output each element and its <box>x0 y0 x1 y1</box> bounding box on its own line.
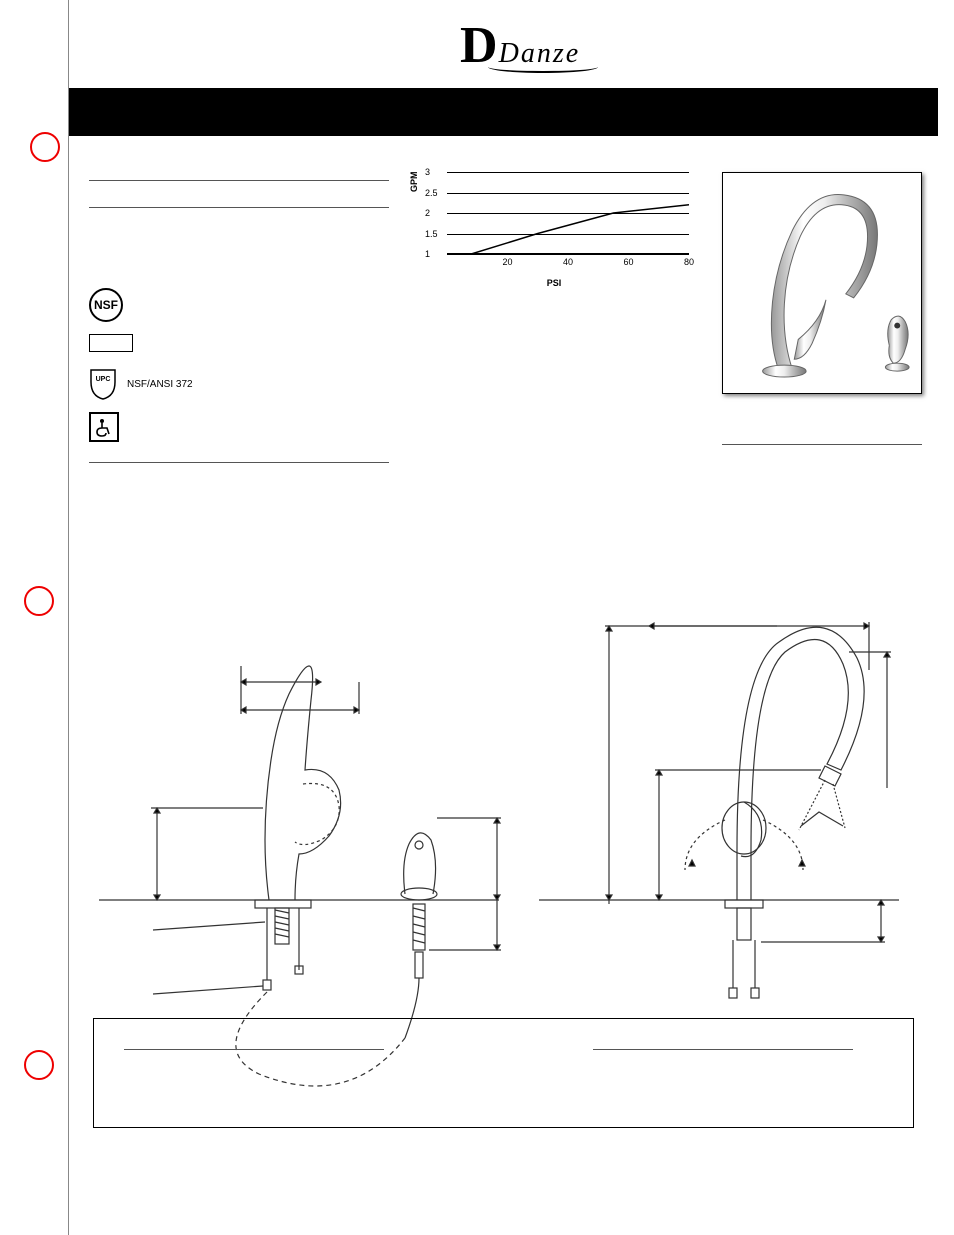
divider <box>89 207 389 208</box>
divider <box>124 1049 384 1050</box>
upc-shield-icon: UPC <box>89 368 117 400</box>
certification-badges: NSF UPC NSF/ANSI 372 <box>89 288 389 442</box>
divider <box>593 1049 853 1050</box>
spec-column: NSF UPC NSF/ANSI 372 <box>89 180 389 483</box>
page-body: DDanze NSF UPC NSF/ANSI 372 <box>68 0 938 1235</box>
flow-chart: GPM PSI 11.522.5320406080 <box>419 172 719 272</box>
upc-badge: UPC NSF/ANSI 372 <box>89 368 389 400</box>
cert-box <box>89 334 133 352</box>
nsf-icon: NSF <box>89 288 123 322</box>
accessibility-icon <box>89 412 119 442</box>
cert-label: NSF/ANSI 372 <box>127 379 193 390</box>
nsf-badge: NSF <box>89 288 389 322</box>
notes-box <box>93 1018 914 1128</box>
chart-ylabel: GPM <box>409 171 419 192</box>
divider <box>89 462 389 463</box>
chart-xlabel: PSI <box>547 278 562 288</box>
hole-punch-ring <box>30 132 60 162</box>
brand-logo: DDanze <box>460 16 598 73</box>
divider <box>722 444 922 445</box>
chart-plot: 11.522.5320406080 <box>447 172 689 254</box>
svg-text:UPC: UPC <box>96 376 111 383</box>
ada-badge <box>89 412 389 442</box>
title-bar <box>69 88 938 136</box>
hole-punch-ring <box>24 586 54 616</box>
hole-punch-ring <box>24 1050 54 1080</box>
product-photo <box>722 172 922 394</box>
divider <box>89 180 389 181</box>
product-photo-column <box>722 172 922 445</box>
